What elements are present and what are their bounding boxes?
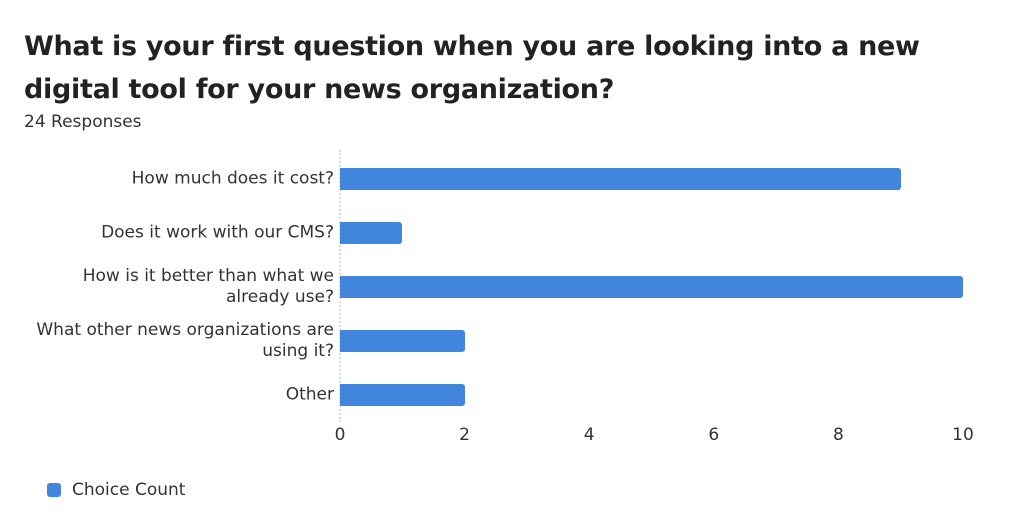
x-tick-label: 6 xyxy=(708,425,720,445)
bar-row: How is it better than what we already us… xyxy=(0,260,1024,314)
bar-row: What other news organizations are using … xyxy=(0,314,1024,368)
response-count: 24 Responses xyxy=(24,112,142,132)
bar-row: Does it work with our CMS? xyxy=(0,206,1024,260)
bar[interactable] xyxy=(340,168,901,190)
bar[interactable] xyxy=(340,276,963,298)
x-tick-label: 8 xyxy=(832,425,844,445)
category-label: Other xyxy=(285,384,334,405)
bar-row: How much does it cost? xyxy=(0,152,1024,206)
x-tick-label: 0 xyxy=(334,425,346,445)
chart-title: What is your first question when you are… xyxy=(24,31,920,105)
category-label: How much does it cost? xyxy=(131,168,334,189)
legend-swatch-icon xyxy=(47,483,61,497)
legend[interactable]: Choice Count xyxy=(47,480,185,500)
bar[interactable] xyxy=(340,222,403,244)
category-label: Does it work with our CMS? xyxy=(101,222,334,243)
bar[interactable] xyxy=(340,384,465,406)
bar-chart: How much does it cost? Does it work with… xyxy=(0,150,1024,450)
x-tick-label: 4 xyxy=(583,425,595,445)
bar[interactable] xyxy=(340,330,465,352)
category-label: What other news organizations are using … xyxy=(36,320,334,361)
x-tick-label: 2 xyxy=(459,425,471,445)
legend-label: Choice Count xyxy=(72,480,186,500)
x-tick-label: 10 xyxy=(952,425,974,445)
category-label: How is it better than what we already us… xyxy=(82,266,334,307)
bar-row: Other xyxy=(0,368,1024,422)
